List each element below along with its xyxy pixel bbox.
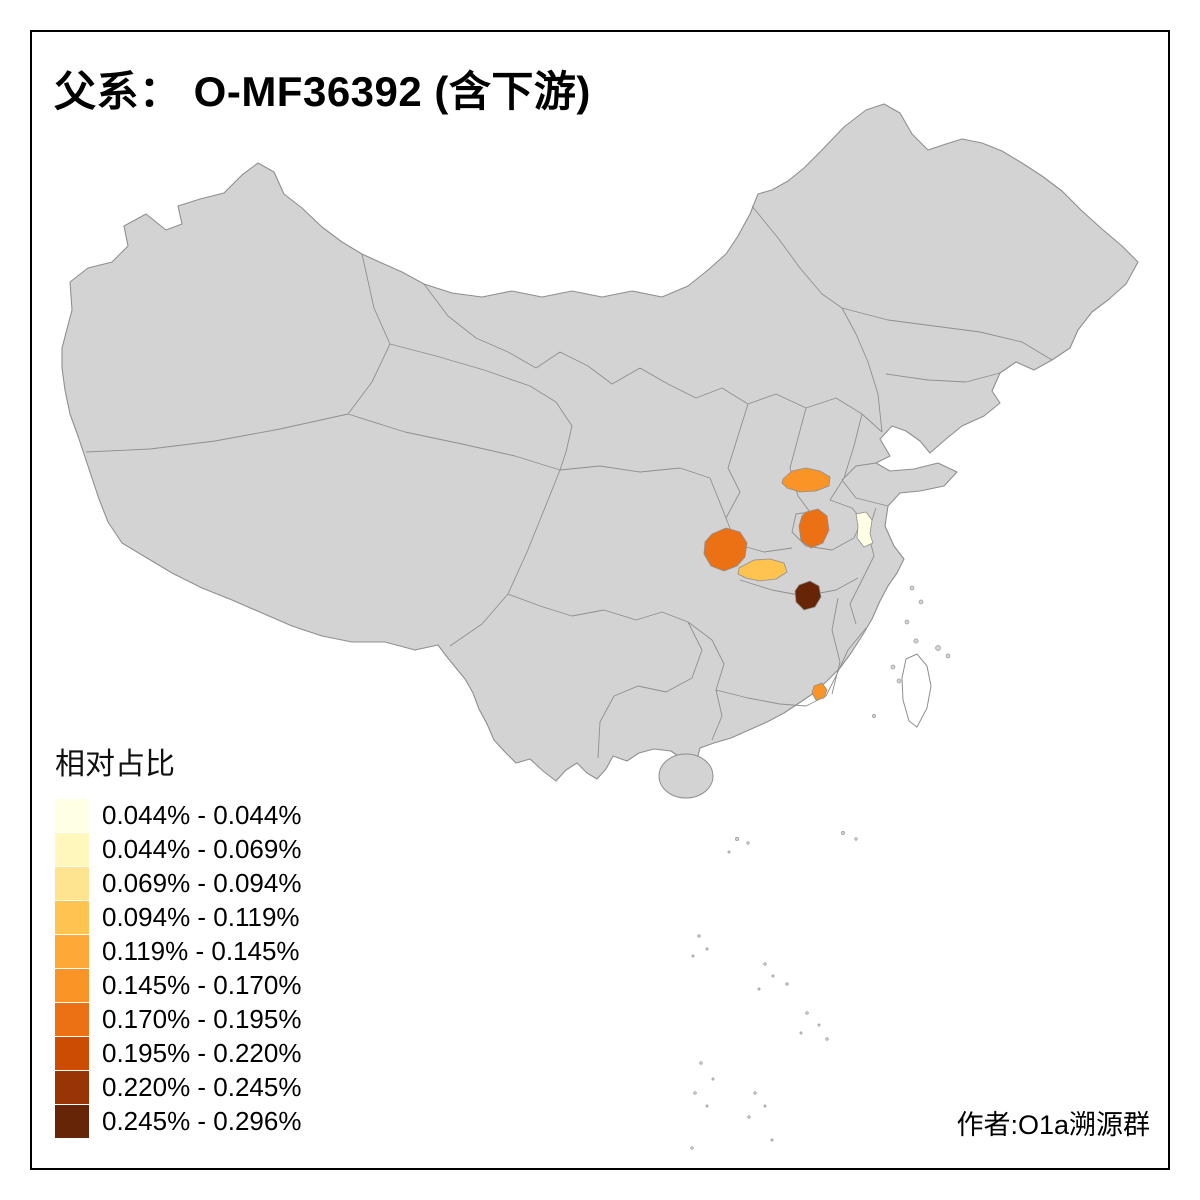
- highlight-region-4: [703, 527, 748, 572]
- legend-row: 0.170% - 0.195%: [55, 1002, 301, 1036]
- highlight-region-5: [737, 558, 788, 582]
- legend-swatch: [55, 798, 89, 832]
- mainland-outline: [61, 103, 1139, 782]
- legend-label: 0.044% - 0.044%: [102, 799, 302, 830]
- legend-swatch: [55, 1104, 89, 1138]
- legend-label: 0.145% - 0.170%: [102, 969, 302, 1000]
- legend: 相对占比 0.044% - 0.044% 0.044% - 0.069% 0.0…: [55, 748, 301, 1138]
- page-title: 父系： O-MF36392 (含下游): [54, 68, 591, 115]
- legend-label: 0.195% - 0.220%: [102, 1037, 302, 1068]
- highlight-region-6: [794, 580, 822, 611]
- legend-row: 0.044% - 0.044%: [55, 798, 301, 832]
- highlight-region-7: [811, 682, 828, 701]
- legend-label: 0.220% - 0.245%: [102, 1071, 302, 1102]
- legend-row: 0.220% - 0.245%: [55, 1070, 301, 1104]
- legend-row: 0.094% - 0.119%: [55, 900, 301, 934]
- legend-row: 0.245% - 0.296%: [55, 1104, 301, 1138]
- legend-row: 0.069% - 0.094%: [55, 866, 301, 900]
- highlight-regions: [703, 467, 874, 701]
- highlight-region-3: [855, 511, 874, 548]
- taiwan-island: [901, 653, 932, 728]
- legend-label: 0.245% - 0.296%: [102, 1105, 302, 1136]
- legend-row: 0.119% - 0.145%: [55, 934, 301, 968]
- small-islands: [690, 585, 951, 1150]
- legend-swatch: [55, 900, 89, 934]
- legend-label: 0.094% - 0.119%: [102, 901, 300, 932]
- legend-label: 0.044% - 0.069%: [102, 833, 302, 864]
- legend-title: 相对占比: [55, 748, 175, 781]
- highlight-region-2: [798, 508, 830, 549]
- author-credit: 作者:O1a溯源群: [956, 1110, 1150, 1140]
- legend-label: 0.069% - 0.094%: [102, 867, 302, 898]
- legend-row: 0.044% - 0.069%: [55, 832, 301, 866]
- hainan-island: [658, 753, 714, 799]
- legend-swatch: [55, 866, 89, 900]
- legend-swatch: [55, 968, 89, 1002]
- legend-swatch: [55, 1070, 89, 1104]
- legend-swatch: [55, 1002, 89, 1036]
- legend-row: 0.145% - 0.170%: [55, 968, 301, 1002]
- legend-label: 0.119% - 0.145%: [102, 935, 300, 966]
- legend-label: 0.170% - 0.195%: [102, 1003, 302, 1034]
- legend-swatch: [55, 934, 89, 968]
- highlight-region-1: [781, 467, 831, 493]
- legend-row: 0.195% - 0.220%: [55, 1036, 301, 1070]
- legend-swatch: [55, 1036, 89, 1070]
- legend-swatch: [55, 832, 89, 866]
